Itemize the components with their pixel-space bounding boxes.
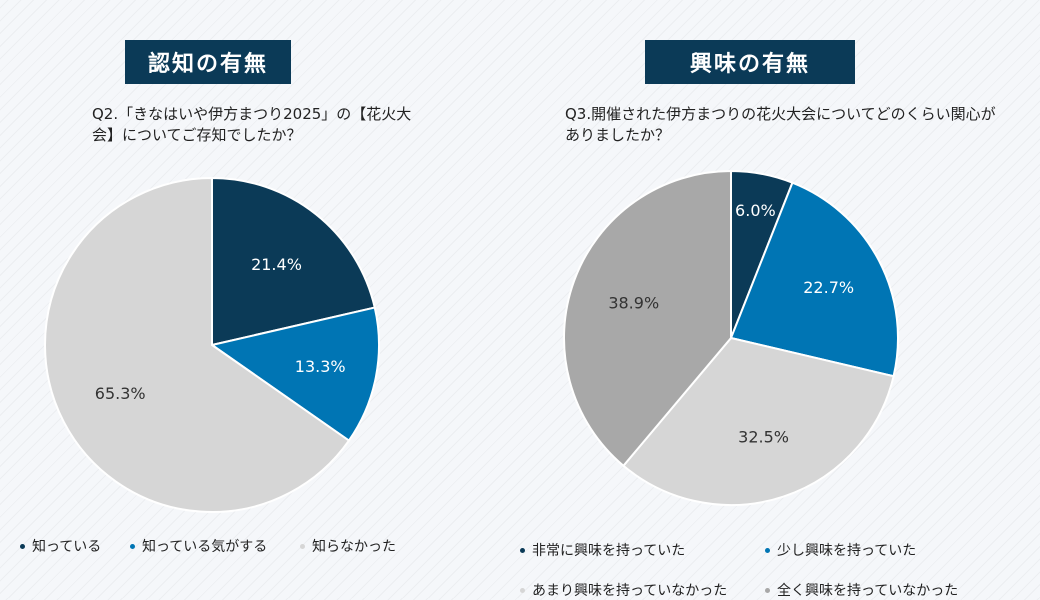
pie-slice	[44, 176, 351, 513]
interest-legend: 非常に興味を持っていた 少し興味を持っていたあまり興味を持っていなかった 全く興味を…	[520, 0, 1040, 600]
awareness-panel: 認知の有無 Q2.「きなはいや伊方まつり2025」の【花火大会】についてご存知で…	[0, 0, 520, 598]
legend-swatch	[765, 587, 770, 593]
legend-item: 知っている	[20, 536, 101, 556]
pie-slice-value-label: 38.9%	[608, 294, 659, 313]
legend-label: 知っている	[32, 539, 102, 555]
legend-label: 非常に興味を持っていた	[532, 543, 686, 559]
pie-slice	[563, 169, 732, 468]
interest-question: Q3.開催された伊方まつりの花火大会についてどのくらい関心がありましたか？	[565, 105, 996, 144]
pie-slice-value-label: 22.7%	[803, 278, 854, 297]
pie-slice-value-label: 32.5%	[738, 427, 789, 446]
legend-label: あまり興味を持っていなかった	[532, 583, 728, 599]
legend-item: 知らなかった	[300, 536, 396, 556]
pie-slice-value-label: 65.3%	[95, 384, 146, 403]
legend-swatch	[130, 543, 135, 549]
legend-swatch	[520, 547, 525, 553]
awareness-legend: 知っている 知っている気がする 知らなかった	[0, 0, 520, 598]
interest-panel: 興味の有無 Q3.開催された伊方まつりの花火大会についてどのくらい関心がありまし…	[520, 0, 1040, 600]
legend-item: あまり興味を持っていなかった	[520, 580, 727, 600]
legend-swatch	[300, 543, 305, 549]
pie-slice-value-label: 21.4%	[251, 255, 302, 274]
pie-slice	[211, 176, 376, 347]
legend-swatch	[520, 587, 525, 593]
legend-item: 知っている気がする	[130, 536, 267, 556]
awareness-question: Q2.「きなはいや伊方まつり2025」の【花火大会】についてご存知でしたか？	[92, 105, 412, 144]
interest-pie-chart: 6.0% 22.7% 32.5% 38.9%	[563, 169, 899, 506]
pie-slice	[622, 336, 895, 506]
pie-slice-value-label: 6.0%	[735, 201, 776, 220]
awareness-pie-chart: 21.4% 13.3% 65.3%	[44, 176, 380, 513]
pie-slice	[209, 306, 380, 442]
legend-swatch	[20, 543, 25, 549]
awareness-heading: 認知の有無	[125, 40, 291, 84]
legend-item: 非常に興味を持っていた	[520, 540, 685, 560]
pie-slice-value-label: 13.3%	[295, 357, 346, 376]
legend-item: 全く興味を持っていなかった	[765, 580, 958, 600]
pie-slice	[729, 181, 899, 378]
legend-label: 知らなかった	[312, 539, 396, 555]
interest-heading: 興味の有無	[645, 40, 855, 84]
legend-swatch	[765, 547, 770, 553]
legend-label: 知っている気がする	[142, 539, 268, 555]
legend-item: 少し興味を持っていた	[765, 540, 916, 560]
legend-label: 全く興味を持っていなかった	[777, 583, 959, 599]
legend-label: 少し興味を持っていた	[777, 543, 917, 559]
